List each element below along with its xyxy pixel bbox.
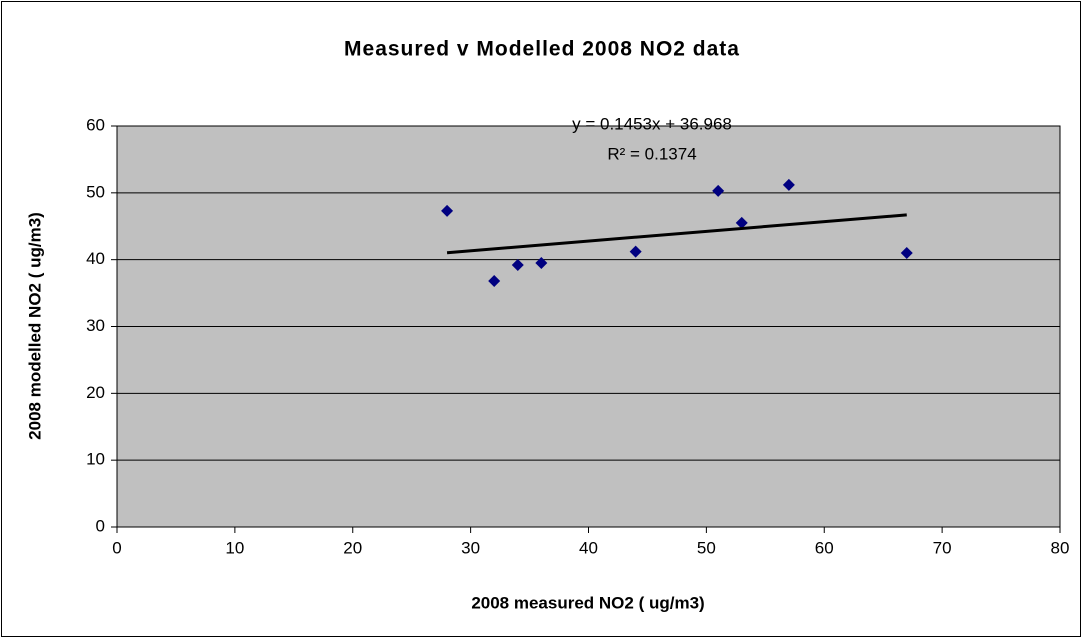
y-tick-label: 20 [86,383,105,402]
point [782,178,795,191]
y-tick-label: 60 [86,115,105,134]
point [712,184,725,197]
point [488,275,501,288]
point [629,245,642,258]
y-tick-label: 40 [86,249,105,268]
point [900,246,913,259]
y-tick-label: 30 [86,316,105,335]
y-tick-label: 50 [86,182,105,201]
trendline-r2: R² = 0.1374 [607,144,696,163]
y-tick-label: 10 [86,450,105,469]
trendline [446,213,907,255]
x-tick-label: 80 [1051,538,1070,557]
point [441,204,454,217]
x-tick-label: 30 [461,538,480,557]
x-tick-label: 40 [579,538,598,557]
point [511,259,524,272]
x-tick-label: 0 [112,538,121,557]
y-axis-label: 2008 modelled NO2 ( ug/m3) [25,212,44,440]
x-axis-label: 2008 measured NO2 ( ug/m3) [471,593,704,612]
x-tick-label: 70 [933,538,952,557]
plot-border [116,125,1061,528]
trendline-equation: y = 0.1453x + 36.968 [572,114,732,133]
y-tick-label: 0 [96,516,105,535]
x-tick-label: 50 [697,538,716,557]
point [735,216,748,229]
x-tick-label: 10 [225,538,244,557]
x-tick-label: 20 [343,538,362,557]
x-tick-label: 60 [815,538,834,557]
point [535,257,548,270]
chart-title: Measured v Modelled 2008 NO2 data [344,38,740,61]
